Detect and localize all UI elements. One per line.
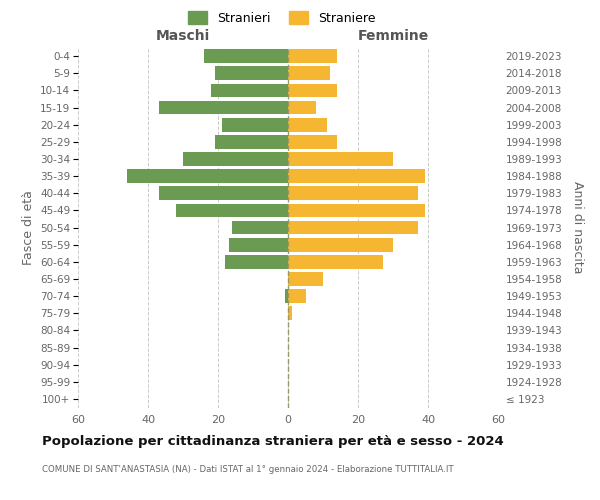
- Bar: [288, 220, 418, 234]
- Bar: [204, 49, 288, 63]
- Bar: [215, 66, 288, 80]
- Bar: [288, 135, 337, 148]
- Bar: [288, 100, 316, 114]
- Bar: [221, 118, 288, 132]
- Bar: [183, 152, 288, 166]
- Bar: [176, 204, 288, 217]
- Text: COMUNE DI SANT'ANASTASIA (NA) - Dati ISTAT al 1° gennaio 2024 - Elaborazione TUT: COMUNE DI SANT'ANASTASIA (NA) - Dati IST…: [42, 465, 454, 474]
- Bar: [288, 272, 323, 286]
- Bar: [288, 238, 393, 252]
- Bar: [288, 306, 292, 320]
- Bar: [284, 289, 288, 303]
- Bar: [288, 152, 393, 166]
- Bar: [288, 49, 337, 63]
- Text: Maschi: Maschi: [156, 28, 210, 42]
- Y-axis label: Anni di nascita: Anni di nascita: [571, 181, 584, 274]
- Bar: [288, 84, 337, 97]
- Bar: [288, 118, 326, 132]
- Bar: [158, 100, 288, 114]
- Bar: [215, 135, 288, 148]
- Bar: [288, 204, 425, 217]
- Bar: [288, 255, 383, 268]
- Bar: [225, 255, 288, 268]
- Y-axis label: Fasce di età: Fasce di età: [22, 190, 35, 265]
- Bar: [211, 84, 288, 97]
- Bar: [288, 186, 418, 200]
- Bar: [288, 169, 425, 183]
- Bar: [288, 66, 330, 80]
- Legend: Stranieri, Straniere: Stranieri, Straniere: [184, 6, 380, 30]
- Bar: [288, 289, 305, 303]
- Text: Femmine: Femmine: [358, 28, 428, 42]
- Bar: [232, 220, 288, 234]
- Text: Popolazione per cittadinanza straniera per età e sesso - 2024: Popolazione per cittadinanza straniera p…: [42, 435, 504, 448]
- Bar: [229, 238, 288, 252]
- Bar: [158, 186, 288, 200]
- Bar: [127, 169, 288, 183]
